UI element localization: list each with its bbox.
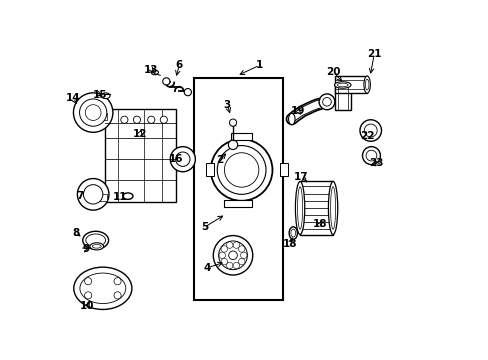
- Text: 23: 23: [368, 158, 383, 168]
- Ellipse shape: [334, 82, 350, 88]
- Ellipse shape: [328, 181, 337, 234]
- Text: 20: 20: [325, 67, 340, 77]
- Circle shape: [175, 152, 190, 166]
- Text: 11: 11: [112, 192, 127, 202]
- Circle shape: [226, 242, 232, 248]
- Circle shape: [80, 99, 106, 126]
- Text: 6: 6: [175, 60, 183, 70]
- Circle shape: [147, 116, 155, 123]
- Text: 8: 8: [72, 228, 80, 238]
- Circle shape: [221, 246, 227, 252]
- Ellipse shape: [101, 93, 110, 99]
- Circle shape: [362, 147, 380, 165]
- Ellipse shape: [90, 243, 103, 250]
- Circle shape: [319, 94, 334, 110]
- Ellipse shape: [290, 229, 295, 237]
- Text: 18: 18: [313, 219, 327, 229]
- Ellipse shape: [80, 273, 125, 303]
- Text: 4: 4: [203, 263, 210, 273]
- Circle shape: [238, 246, 244, 252]
- Circle shape: [170, 147, 195, 172]
- Ellipse shape: [122, 193, 133, 199]
- Circle shape: [85, 105, 101, 121]
- Circle shape: [233, 262, 239, 269]
- Circle shape: [163, 78, 169, 85]
- Circle shape: [83, 185, 102, 204]
- Circle shape: [228, 251, 237, 260]
- Circle shape: [238, 258, 244, 265]
- Circle shape: [160, 116, 167, 123]
- Text: 19: 19: [290, 106, 305, 116]
- Text: 14: 14: [66, 93, 80, 103]
- Text: 22: 22: [359, 131, 374, 141]
- Text: 10: 10: [80, 301, 95, 311]
- Circle shape: [240, 252, 246, 258]
- Circle shape: [359, 120, 381, 141]
- Circle shape: [219, 252, 225, 258]
- Bar: [279, 163, 287, 176]
- Bar: [205, 163, 213, 176]
- Ellipse shape: [74, 267, 132, 310]
- Circle shape: [84, 292, 92, 299]
- Circle shape: [184, 89, 191, 96]
- Circle shape: [224, 153, 258, 187]
- Bar: [105, 109, 176, 202]
- Circle shape: [221, 258, 227, 265]
- Bar: [334, 85, 350, 110]
- Circle shape: [114, 292, 121, 299]
- Text: 7: 7: [77, 191, 84, 201]
- Text: 21: 21: [366, 49, 381, 59]
- Text: 13: 13: [144, 64, 158, 75]
- Text: 12: 12: [132, 129, 147, 139]
- Ellipse shape: [330, 187, 335, 229]
- Ellipse shape: [82, 231, 108, 249]
- Circle shape: [364, 124, 376, 137]
- Circle shape: [217, 145, 265, 194]
- Text: 3: 3: [223, 100, 230, 110]
- Ellipse shape: [363, 76, 369, 93]
- Bar: [230, 134, 252, 140]
- Ellipse shape: [295, 181, 304, 234]
- Ellipse shape: [151, 70, 158, 75]
- Ellipse shape: [337, 83, 347, 87]
- Ellipse shape: [85, 234, 105, 247]
- Ellipse shape: [92, 244, 101, 248]
- Bar: [193, 78, 282, 300]
- Text: 15: 15: [92, 90, 107, 100]
- Bar: [93, 113, 106, 120]
- Circle shape: [73, 93, 113, 132]
- Bar: [300, 181, 332, 234]
- Ellipse shape: [288, 227, 297, 239]
- Circle shape: [114, 278, 121, 285]
- Ellipse shape: [365, 79, 368, 90]
- Circle shape: [121, 116, 128, 123]
- Circle shape: [84, 278, 92, 285]
- Ellipse shape: [297, 187, 302, 229]
- Text: 2: 2: [215, 155, 223, 165]
- Bar: [334, 76, 366, 93]
- Text: 16: 16: [169, 154, 183, 164]
- Circle shape: [228, 140, 237, 149]
- Circle shape: [229, 119, 236, 126]
- Circle shape: [218, 241, 247, 270]
- Circle shape: [213, 235, 252, 275]
- Text: 17: 17: [293, 172, 308, 182]
- Text: 18: 18: [283, 239, 297, 249]
- Circle shape: [77, 179, 109, 210]
- Circle shape: [366, 150, 376, 161]
- Text: 9: 9: [82, 244, 89, 254]
- Bar: [223, 201, 252, 207]
- Circle shape: [226, 262, 232, 269]
- Circle shape: [133, 116, 140, 123]
- Circle shape: [233, 242, 239, 248]
- Bar: [93, 194, 106, 201]
- Text: 1: 1: [255, 60, 263, 70]
- Ellipse shape: [288, 113, 294, 125]
- Circle shape: [210, 139, 272, 201]
- Circle shape: [322, 98, 330, 106]
- Text: 5: 5: [200, 222, 207, 232]
